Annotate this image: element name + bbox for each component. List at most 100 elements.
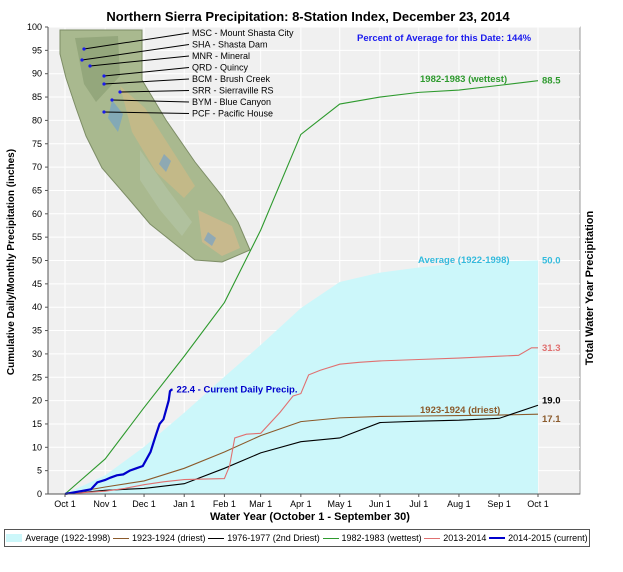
station-leader-line [111, 99, 190, 103]
y-tick-label: 0 [37, 489, 42, 499]
y-axis-right-label: Total Water Year Precipitation [584, 210, 596, 365]
series-curve-label: Average (1922-1998) [418, 255, 510, 266]
x-tick-label: Mar 1 [249, 499, 272, 509]
series-line-3 [64, 80, 539, 495]
station-leader-line [119, 90, 190, 93]
legend-label: Average (1922-1998) [25, 533, 111, 543]
series-end-label: 19.0 [542, 395, 561, 406]
legend-item: 1923-1924 (driest) [112, 533, 206, 543]
station-leader-line [89, 55, 190, 67]
legend-swatch [112, 537, 129, 539]
legend-swatch [6, 534, 23, 542]
station-leader-line [81, 44, 190, 61]
y-axis: 0 5 10 15 20 25 30 35 40 45 50 55 60 65 70 75 80 85 90 95 10… [27, 22, 49, 499]
y-tick-label: 15 [32, 419, 42, 429]
x-tick-label: Jul 1 [409, 499, 428, 509]
station-labels: MSC - Mount Shasta City SHA - Shasta DamM… [80, 28, 294, 119]
series-line-5 [64, 388, 173, 496]
series-end-label: 50.0 [542, 256, 561, 267]
y-tick-label: 85 [32, 92, 42, 102]
legend-swatch [322, 537, 339, 539]
x-axis-label: Water Year (October 1 - September 30) [210, 511, 410, 523]
series-end-label: 31.3 [542, 343, 561, 354]
station-marker [80, 58, 84, 62]
x-tick-label: Jun 1 [369, 499, 391, 509]
station-label: SHA - Shasta Dam [192, 40, 268, 50]
station-leader-line [103, 67, 190, 77]
y-tick-label: 95 [32, 45, 42, 55]
legend-label: 1923-1924 (driest) [131, 533, 206, 543]
station-marker [102, 110, 106, 114]
y-tick-label: 40 [32, 302, 42, 312]
legend-swatch [424, 537, 441, 539]
station-label: BYM - Blue Canyon [192, 97, 271, 107]
y-tick-label: 75 [32, 139, 42, 149]
y-tick-label: 80 [32, 115, 42, 125]
area-series [65, 260, 538, 494]
series-end-label: 22.4 - Current Daily Precip. [177, 384, 298, 395]
station-label: QRD - Quincy [192, 63, 249, 73]
station-marker [88, 64, 92, 68]
legend-label: 1976-1977 (2nd Driest) [227, 533, 320, 543]
station-label: BCM - Brush Creek [192, 74, 271, 84]
percent-of-average-note: Percent of Average for this Date: 144% [357, 33, 532, 44]
series-labels: 50.0 Average (1922-1998) 17.1 1923-1924 (dr… [177, 74, 562, 425]
series-line-2 [64, 404, 539, 495]
x-tick-label: Nov 1 [93, 499, 117, 509]
legend-swatch [208, 537, 225, 539]
legend-item: 2014-2015 (current) [489, 533, 588, 543]
x-tick-label: Jan 1 [173, 499, 195, 509]
x-tick-label: Aug 1 [447, 499, 471, 509]
series-curve-label: 1923-1924 (driest) [420, 405, 500, 416]
station-marker [118, 90, 122, 94]
line-series [64, 80, 539, 496]
x-tick-label: Dec 1 [132, 499, 156, 509]
legend-item: Average (1922-1998) [6, 533, 110, 543]
y-tick-label: 30 [32, 349, 42, 359]
legend-item: 2013-2014 [424, 533, 486, 543]
y-tick-label: 10 [32, 442, 42, 452]
legend-label: 2014-2015 (current) [508, 533, 588, 543]
y-tick-label: 45 [32, 279, 42, 289]
series-area-average [65, 260, 538, 494]
california-map [59, 29, 251, 263]
series-end-label: 17.1 [542, 414, 561, 425]
y-tick-label: 50 [32, 256, 42, 266]
chart-legend: Average (1922-1998) 1923-1924 (driest) 197… [4, 529, 590, 547]
station-leader-line [103, 78, 190, 85]
legend-label: 1982-1983 (wettest) [341, 533, 422, 543]
station-leader-line [83, 32, 190, 50]
station-marker [110, 98, 114, 102]
series-line-1 [64, 413, 539, 495]
station-label: MSC - Mount Shasta City [192, 28, 294, 38]
x-tick-label: May 1 [327, 499, 352, 509]
y-tick-label: 70 [32, 162, 42, 172]
y-tick-label: 60 [32, 209, 42, 219]
station-marker [82, 47, 86, 51]
y-tick-label: 20 [32, 396, 42, 406]
x-tick-label: Oct 1 [527, 499, 549, 509]
x-tick-label: Feb 1 [213, 499, 236, 509]
station-label: MNR - Mineral [192, 51, 250, 61]
legend-item: 1982-1983 (wettest) [322, 533, 422, 543]
x-tick-label: Oct 1 [54, 499, 76, 509]
x-tick-label: Sep 1 [487, 499, 511, 509]
y-tick-label: 5 [37, 466, 42, 476]
station-marker [102, 82, 106, 86]
station-leader-line [103, 111, 190, 114]
y-tick-label: 90 [32, 69, 42, 79]
x-axis: Oct 1 Nov 1 Dec 1 Jan 1 Feb 1 Mar 1 Apr 1 May 1… [48, 493, 580, 509]
station-label: PCF - Pacific House [192, 109, 273, 119]
y-axis-label: Cumulative Daily/Monthly Precipitation (… [6, 149, 17, 375]
series-curve-label: 1982-1983 (wettest) [420, 74, 507, 85]
chart-title: Northern Sierra Precipitation: 8-Station… [106, 9, 510, 24]
x-tick-label: Apr 1 [290, 499, 312, 509]
legend-item: 1976-1977 (2nd Driest) [208, 533, 320, 543]
y-tick-label: 55 [32, 232, 42, 242]
legend-label: 2013-2014 [443, 533, 487, 543]
y-tick-label: 35 [32, 326, 42, 336]
y-tick-label: 100 [27, 22, 42, 32]
legend-swatch [489, 537, 506, 539]
series-line-4 [64, 347, 538, 495]
